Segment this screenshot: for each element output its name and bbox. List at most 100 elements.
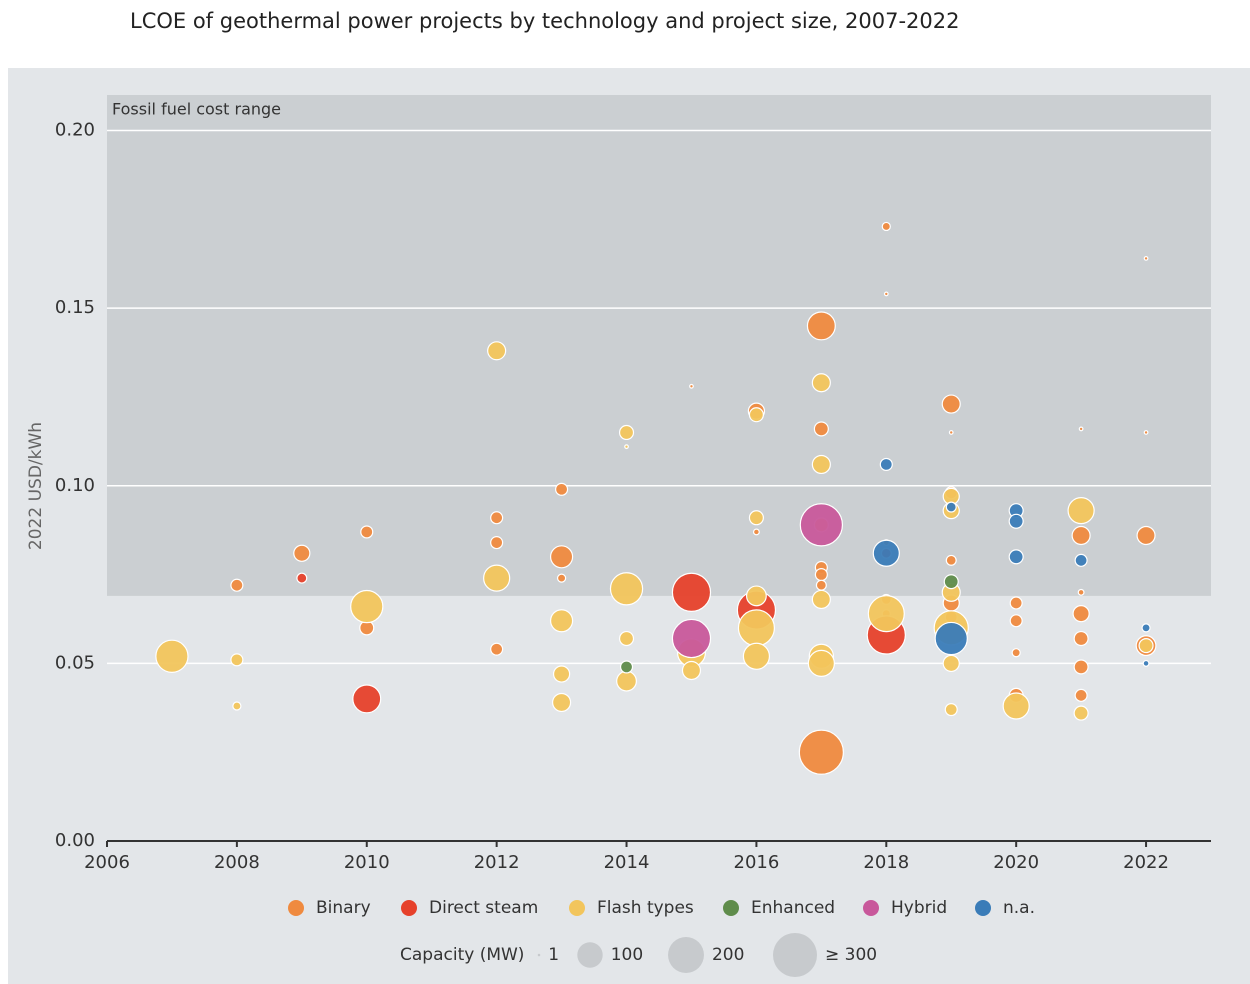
band-label: Fossil fuel cost range [112, 100, 281, 119]
bubble [742, 642, 771, 670]
bubble [945, 554, 957, 566]
y-tick-label: 0.15 [55, 297, 95, 318]
bubble [934, 621, 968, 656]
y-axis-label: 2022 USD/kWh [26, 422, 46, 550]
fossil-band [107, 95, 1211, 596]
x-tick-label: 2014 [604, 852, 650, 873]
bubble [1143, 256, 1149, 261]
bubble [807, 649, 835, 677]
bubble [1077, 588, 1085, 596]
bubble [350, 589, 384, 624]
size-legend-title: Capacity (MW) [400, 945, 524, 965]
bubble [806, 311, 836, 341]
bubble [352, 684, 382, 714]
legend-swatch [569, 900, 585, 916]
bubble [941, 394, 961, 414]
bubble [1073, 705, 1089, 721]
bubble [1078, 426, 1084, 432]
x-tick-label: 2018 [863, 852, 909, 873]
bubble [748, 510, 764, 526]
bubble [1011, 648, 1021, 658]
bubble [1072, 605, 1090, 623]
x-tick-label: 2022 [1123, 852, 1169, 873]
bubble [487, 341, 507, 361]
bubble [813, 421, 829, 437]
bubble [1008, 513, 1024, 529]
bubble [1142, 659, 1150, 667]
legend-swatch [863, 900, 879, 916]
size-label: 100 [611, 945, 643, 965]
bubble [945, 501, 957, 513]
y-tick-label: 0.10 [55, 475, 95, 496]
bubble [671, 618, 712, 659]
bubble [752, 528, 760, 536]
legend-swatch [288, 900, 304, 916]
bubble [490, 642, 504, 656]
x-tick-label: 2006 [84, 852, 130, 873]
x-tick-label: 2008 [214, 852, 260, 873]
bubble [552, 692, 572, 713]
bubble [552, 665, 571, 683]
y-tick-label: 0.05 [55, 652, 95, 673]
bubble [555, 482, 569, 496]
size-swatch [537, 953, 541, 957]
bubble [1008, 549, 1024, 565]
x-tick-label: 2010 [344, 852, 390, 873]
bubble [745, 585, 767, 607]
bubble [609, 572, 644, 606]
size-swatch [668, 937, 704, 973]
bubble [1009, 596, 1023, 610]
bubble [619, 660, 634, 674]
bubble [881, 221, 891, 232]
bubble [681, 660, 702, 681]
bubble [814, 568, 828, 582]
bubble [1074, 553, 1088, 567]
bubble [1071, 525, 1091, 546]
bubble [1074, 688, 1088, 702]
x-tick-label: 2020 [993, 852, 1039, 873]
bubble [872, 539, 900, 567]
size-swatch [577, 942, 603, 968]
bubble [490, 511, 504, 525]
bubble [1067, 497, 1095, 525]
y-tick-label: 0.00 [55, 830, 95, 851]
legend-swatch [975, 900, 991, 916]
bubble [811, 589, 831, 610]
bubble [230, 578, 244, 592]
legend-swatch [723, 900, 739, 916]
bubble [549, 545, 574, 569]
bubble [232, 701, 242, 711]
size-label: 200 [712, 945, 744, 965]
size-label: 1 [548, 945, 559, 965]
legend-label: Binary [316, 898, 371, 918]
bubble [1073, 630, 1089, 647]
bubble [230, 653, 244, 667]
size-swatch [773, 933, 817, 977]
bubble [618, 630, 635, 647]
bubble [942, 654, 960, 673]
legend-label: n.a. [1003, 898, 1035, 918]
bubble [1073, 659, 1089, 675]
bubble [799, 503, 844, 547]
legend-label: Direct steam [429, 898, 538, 918]
bubble [293, 544, 311, 562]
bubble [549, 609, 574, 633]
bubble [798, 729, 844, 775]
x-tick-label: 2012 [474, 852, 520, 873]
bubble [944, 703, 958, 717]
x-tick-label: 2016 [734, 852, 780, 873]
bubble [689, 383, 694, 389]
chart-title: LCOE of geothermal power projects by tec… [130, 9, 960, 33]
bubble [1141, 623, 1151, 633]
bubble [867, 595, 905, 633]
bubble [1009, 614, 1023, 628]
legend-label: Enhanced [751, 898, 835, 918]
bubble [748, 407, 764, 423]
bubble [618, 424, 635, 441]
size-label: ≥ 300 [825, 945, 877, 965]
bubble [1143, 430, 1149, 435]
bubble [815, 579, 827, 591]
legend-swatch [401, 900, 417, 916]
bubble [483, 564, 511, 592]
bubble [155, 639, 189, 673]
